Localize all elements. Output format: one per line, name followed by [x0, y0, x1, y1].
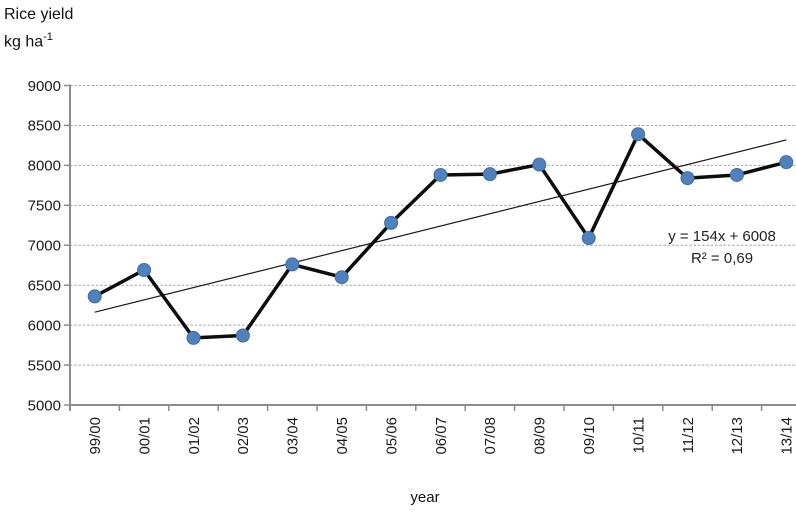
chart-title-units: kg ha-1 [4, 26, 73, 53]
x-tick-label: 04/05 [334, 417, 351, 455]
data-point [631, 127, 646, 142]
y-tick-label: 6000 [28, 317, 61, 334]
y-tick-label: 5500 [28, 357, 61, 374]
data-point [532, 157, 547, 172]
data-point [729, 167, 744, 182]
trendline-r-squared: R² = 0,69 [690, 250, 754, 267]
x-tick-label: 06/07 [433, 417, 450, 455]
data-point [433, 167, 448, 182]
x-tick-label: 08/09 [532, 417, 549, 455]
x-tick-label: 12/13 [729, 417, 746, 455]
x-tick-label: 05/06 [383, 417, 400, 455]
data-point [87, 289, 102, 304]
x-tick-label: 07/08 [482, 417, 499, 455]
y-tick-label: 8000 [28, 158, 61, 175]
y-tick-label: 5000 [28, 397, 61, 414]
trendline-annotation: y = 154x + 6008 R² = 0,69 [648, 226, 796, 270]
data-point [680, 171, 695, 186]
x-tick-label: 03/04 [285, 417, 302, 455]
x-tick-label: 99/00 [87, 417, 104, 455]
x-tick-label: 02/03 [235, 417, 252, 455]
x-tick-label: 11/12 [680, 417, 697, 453]
data-point [285, 257, 300, 272]
data-point [186, 330, 201, 345]
unit-prefix: kg ha [4, 33, 44, 51]
data-point [137, 263, 152, 278]
x-tick-label: 10/11 [630, 417, 647, 453]
unit-superscript: -1 [43, 31, 53, 43]
data-point [235, 328, 250, 343]
data-point [779, 155, 794, 170]
chart-title: Rice yield kg ha-1 [4, 3, 73, 53]
trendline-equation: y = 154x + 6008 [668, 228, 776, 245]
y-tick-label: 8500 [28, 118, 61, 135]
y-tick-label: 6500 [28, 277, 61, 294]
y-tick-label: 7500 [28, 198, 61, 215]
data-point [482, 167, 497, 182]
x-tick-label: 00/01 [136, 417, 153, 455]
data-point [384, 215, 399, 230]
y-tick-label: 9000 [28, 78, 61, 95]
data-point [581, 231, 596, 246]
x-tick-label: 09/10 [581, 417, 598, 455]
chart-title-line1: Rice yield [4, 6, 74, 23]
x-tick-label: 13/14 [779, 417, 796, 455]
trendline [94, 139, 787, 313]
x-axis-title: year [410, 489, 440, 506]
x-tick-label: 01/02 [186, 417, 203, 455]
y-tick-label: 7000 [28, 238, 61, 255]
data-point [334, 270, 349, 285]
